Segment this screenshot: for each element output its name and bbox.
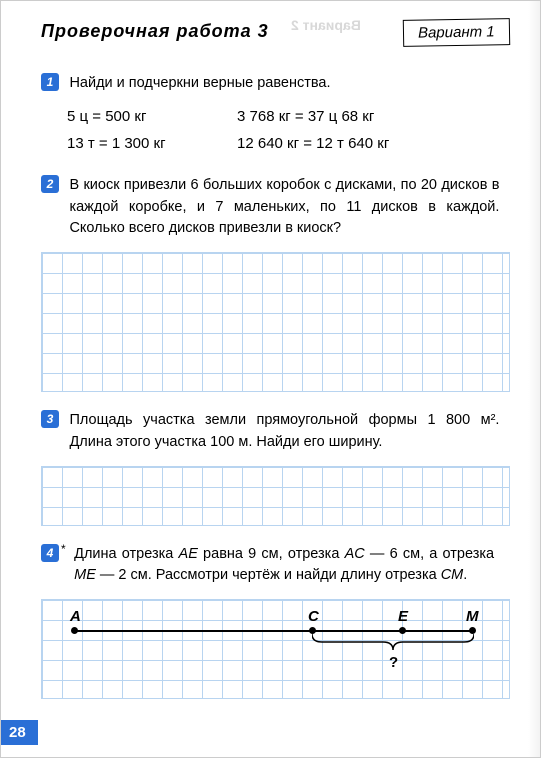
t4-p5: . (463, 567, 467, 583)
equation-2-left: 13 т = 1 300 кг (67, 130, 237, 157)
answer-grid-3[interactable] (41, 466, 510, 526)
task-1-prompt: Найди и подчеркни верные равенства. (69, 73, 499, 95)
bleed-through-text: Вариант 2 (291, 17, 361, 33)
equation-1-right: 3 768 кг = 37 ц 68 кг (237, 103, 457, 130)
task-number-1: 1 (41, 73, 59, 91)
task-3-prompt: Площадь участка земли прямоугольной форм… (69, 410, 499, 454)
point-m (469, 627, 476, 634)
task-1: 1 Найди и подчеркни верные равенства. 5 … (41, 73, 510, 157)
label-m: M (466, 608, 479, 625)
point-a (71, 627, 78, 634)
equation-2-right: 12 640 кг = 12 т 640 кг (237, 130, 457, 157)
equation-1-left: 5 ц = 500 кг (67, 103, 237, 130)
point-c (309, 627, 316, 634)
t4-seg3: ME (74, 567, 96, 583)
task-number-4: 4 (41, 544, 59, 562)
segment-line (74, 630, 474, 632)
task-4-prompt: Длина отрезка AE равна 9 см, отрезка AC … (74, 544, 494, 588)
task-4-star: * (61, 542, 66, 556)
label-a: A (70, 608, 81, 625)
t4-p3: — 6 см, а отрезка (365, 546, 494, 562)
worksheet-title: Проверочная работа 3 (41, 21, 269, 42)
variant-label: Вариант 1 (403, 18, 510, 47)
diagram-grid: A C E M ? (41, 599, 510, 699)
task-2-prompt: В киоск привезли 6 больших коробок с дис… (69, 175, 499, 240)
task-number-2: 2 (41, 175, 59, 193)
brace-cm (312, 634, 474, 654)
task-4: 4* Длина отрезка AE равна 9 см, отрезка … (41, 544, 510, 588)
t4-seg2: AC (345, 546, 365, 562)
label-e: E (398, 608, 408, 625)
task-number-3: 3 (41, 410, 59, 428)
task-1-equations: 5 ц = 500 кг 3 768 кг = 37 ц 68 кг 13 т … (67, 103, 510, 157)
t4-seg1: AE (179, 546, 198, 562)
label-c: C (308, 608, 319, 625)
t4-p1: Длина отрезка (74, 546, 178, 562)
point-e (399, 627, 406, 634)
t4-p4: — 2 см. Рассмотри чертёж и найди длину о… (96, 567, 441, 583)
t4-p2: равна 9 см, отрезка (198, 546, 345, 562)
t4-seg4: CM (441, 567, 464, 583)
page-number: 28 (1, 720, 38, 745)
segment-diagram: A C E M ? (42, 600, 509, 698)
page-edge-shadow (528, 1, 540, 757)
page-header: Вариант 2 Проверочная работа 3 Вариант 1 (41, 21, 510, 48)
task-2: 2 В киоск привезли 6 больших коробок с д… (41, 175, 510, 240)
question-mark: ? (389, 654, 398, 671)
task-3: 3 Площадь участка земли прямоугольной фо… (41, 410, 510, 454)
answer-grid-2[interactable] (41, 252, 510, 392)
